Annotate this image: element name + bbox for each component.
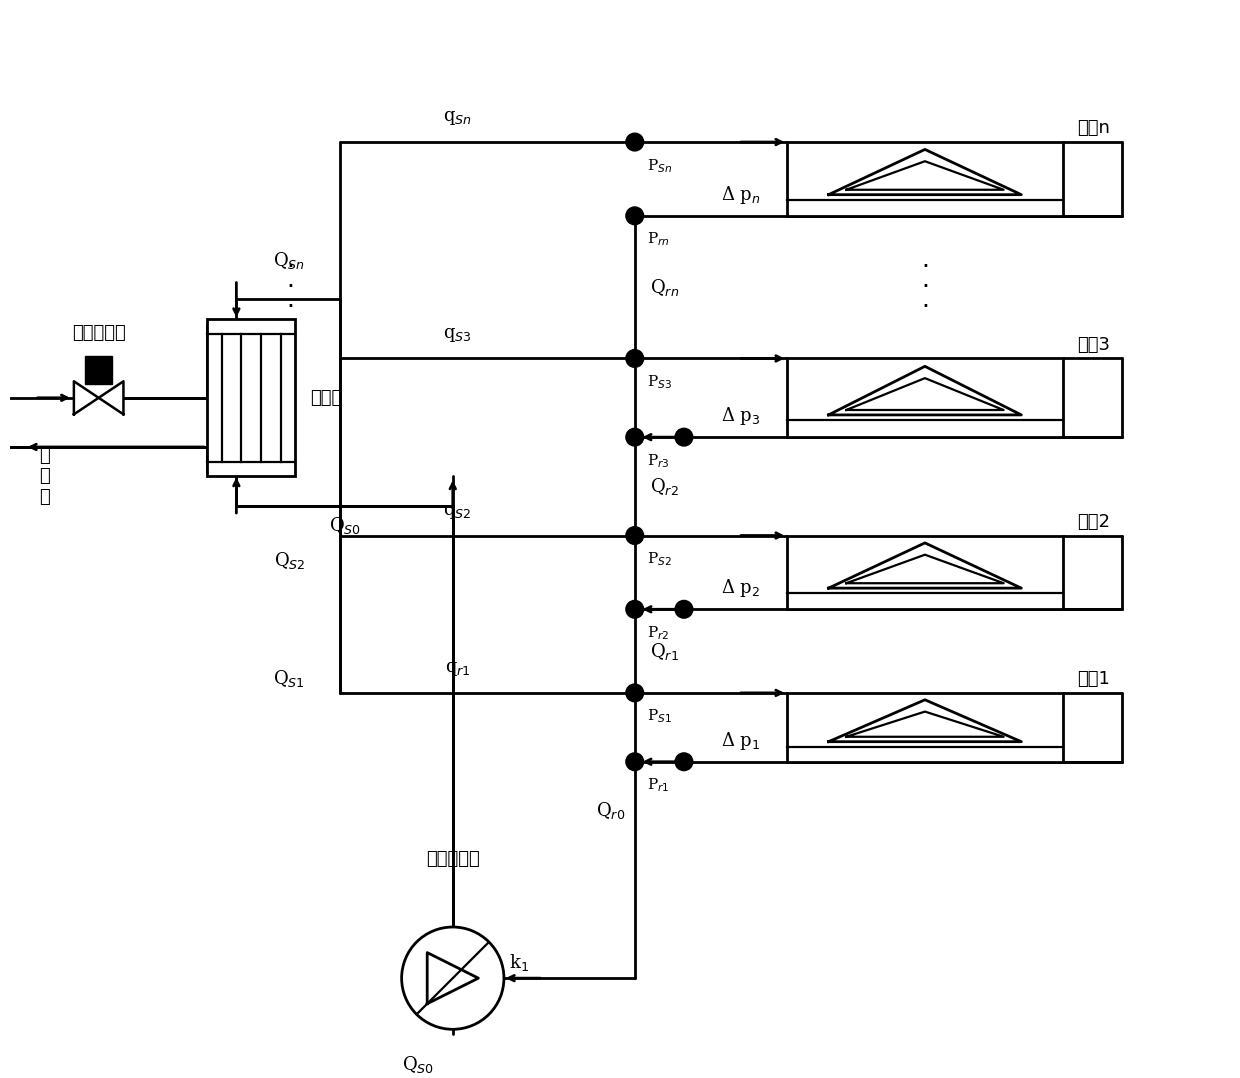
Text: 用户1: 用户1 — [1078, 671, 1110, 688]
Bar — [787, 359, 1063, 438]
Circle shape — [626, 752, 644, 771]
Text: 用户2: 用户2 — [1078, 513, 1110, 530]
Text: q$_{Sn}$: q$_{Sn}$ — [443, 109, 472, 127]
Text: Δ p$_2$: Δ p$_2$ — [720, 578, 760, 599]
Text: Q$_{Sn}$: Q$_{Sn}$ — [273, 250, 305, 271]
Circle shape — [675, 752, 693, 771]
Circle shape — [626, 134, 644, 151]
Bar — [207, 319, 295, 476]
Text: Q$_{S0}$: Q$_{S0}$ — [329, 515, 361, 536]
Text: P$_{r2}$: P$_{r2}$ — [646, 624, 670, 641]
Bar — [787, 693, 1063, 762]
Circle shape — [626, 600, 644, 618]
Bar — [787, 536, 1063, 609]
Text: q$_{S2}$: q$_{S2}$ — [444, 502, 472, 521]
Text: P$_{S3}$: P$_{S3}$ — [646, 373, 672, 391]
Text: Q$_{S2}$: Q$_{S2}$ — [274, 550, 305, 570]
Circle shape — [626, 527, 644, 544]
Circle shape — [402, 927, 503, 1029]
Text: q$_{S3}$: q$_{S3}$ — [444, 326, 472, 344]
Text: ·
·
·: · · · — [921, 254, 929, 319]
Text: P$_{r3}$: P$_{r3}$ — [646, 452, 670, 470]
Text: k$_1$: k$_1$ — [508, 952, 528, 973]
Circle shape — [626, 349, 644, 368]
Text: Q$_{r0}$: Q$_{r0}$ — [595, 801, 625, 821]
Text: P$_{S2}$: P$_{S2}$ — [646, 550, 671, 568]
Text: q$_{r1}$: q$_{r1}$ — [445, 660, 470, 678]
Text: P$_{r1}$: P$_{r1}$ — [646, 776, 670, 794]
Polygon shape — [99, 382, 124, 414]
Circle shape — [675, 428, 693, 446]
Text: P$_{rn}$: P$_{rn}$ — [646, 231, 670, 248]
Bar — [84, 357, 113, 384]
Text: Q$_{S0}$: Q$_{S0}$ — [402, 1054, 434, 1075]
Text: 二网循环泵: 二网循环泵 — [425, 849, 480, 868]
Text: Q$_{S1}$: Q$_{S1}$ — [274, 667, 305, 689]
Text: 换热器: 换热器 — [310, 389, 342, 406]
Text: Δ p$_1$: Δ p$_1$ — [720, 730, 760, 752]
Text: Q$_{r1}$: Q$_{r1}$ — [650, 640, 678, 662]
Bar — [787, 142, 1063, 216]
Text: 用户n: 用户n — [1078, 120, 1110, 137]
Polygon shape — [74, 382, 99, 414]
Circle shape — [626, 207, 644, 224]
Text: P$_{S1}$: P$_{S1}$ — [646, 707, 672, 725]
Text: 用户3: 用户3 — [1078, 335, 1110, 354]
Text: ·
·
·: · · · — [286, 254, 294, 319]
Text: 一
次
侧: 一 次 侧 — [40, 446, 50, 507]
Text: Δ p$_3$: Δ p$_3$ — [720, 405, 760, 427]
Circle shape — [626, 428, 644, 446]
Circle shape — [626, 685, 644, 702]
Text: P$_{Sn}$: P$_{Sn}$ — [646, 156, 672, 175]
Text: Δ p$_n$: Δ p$_n$ — [720, 184, 760, 206]
Text: Q$_{r2}$: Q$_{r2}$ — [650, 475, 678, 497]
Circle shape — [675, 600, 693, 618]
Text: Q$_{rn}$: Q$_{rn}$ — [650, 277, 678, 298]
Text: 一次调节阀: 一次调节阀 — [72, 323, 125, 342]
